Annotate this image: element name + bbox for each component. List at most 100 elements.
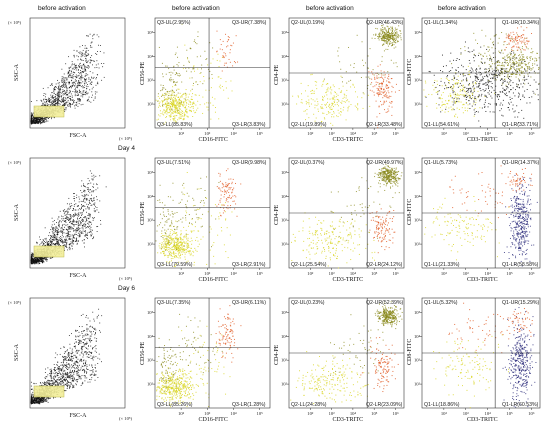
data-point (455, 72, 457, 74)
data-point (376, 77, 378, 79)
data-point (491, 73, 493, 75)
data-point (65, 245, 67, 247)
data-point (531, 96, 533, 98)
data-point (98, 44, 99, 46)
data-point (332, 104, 334, 106)
data-point (166, 109, 168, 111)
data-point (44, 256, 46, 258)
data-point (301, 102, 303, 104)
data-point (166, 113, 168, 115)
data-point (64, 82, 65, 84)
data-point (345, 97, 347, 99)
data-point (56, 227, 58, 229)
data-point (308, 103, 310, 105)
data-point (381, 60, 383, 62)
data-point (388, 28, 390, 30)
data-point (497, 60, 499, 62)
data-point (512, 104, 514, 106)
data-point (89, 203, 91, 204)
data-point (384, 35, 386, 37)
data-point (74, 224, 76, 225)
data-point (92, 197, 94, 199)
data-point (70, 97, 71, 99)
data-point (312, 99, 314, 101)
data-point (84, 68, 86, 70)
data-point (46, 258, 48, 260)
data-point (506, 81, 508, 83)
data-point (397, 41, 399, 43)
data-point (393, 32, 395, 34)
data-point (382, 31, 384, 33)
data-point (396, 31, 398, 33)
data-point (73, 209, 75, 211)
data-point (70, 99, 72, 101)
data-point (394, 33, 396, 35)
data-point (386, 111, 388, 113)
data-point (165, 105, 167, 107)
data-point (455, 69, 457, 71)
data-point (361, 97, 363, 99)
data-point (339, 91, 341, 93)
data-point (79, 84, 81, 86)
data-point (75, 77, 77, 79)
data-point (39, 239, 41, 241)
data-point (88, 35, 89, 37)
data-point (78, 64, 80, 66)
data-point (176, 112, 178, 114)
data-point (95, 175, 97, 177)
data-point (31, 118, 33, 119)
data-point (36, 118, 38, 119)
data-point (169, 100, 171, 102)
data-point (473, 109, 475, 111)
data-point (365, 76, 367, 78)
data-point (157, 100, 159, 102)
data-point (453, 77, 455, 79)
data-point (386, 84, 388, 86)
data-point (66, 238, 67, 240)
data-point (326, 103, 327, 105)
data-point (331, 102, 333, 104)
data-point (392, 37, 394, 39)
data-point (162, 93, 164, 95)
data-point (526, 102, 528, 104)
data-point (60, 236, 62, 238)
data-point (58, 103, 60, 105)
data-point (466, 96, 467, 98)
data-point (477, 76, 479, 78)
data-point (61, 96, 62, 98)
data-point (40, 122, 42, 124)
data-point (535, 58, 537, 60)
data-point (473, 90, 475, 92)
data-point (66, 89, 68, 91)
data-point (502, 82, 504, 84)
data-point (76, 50, 78, 52)
data-point (63, 73, 65, 75)
data-point (498, 94, 500, 96)
data-point (45, 239, 47, 241)
data-point (78, 94, 80, 96)
data-point (74, 93, 76, 95)
data-point (72, 67, 74, 69)
data-point (455, 93, 457, 95)
data-point (90, 235, 92, 237)
data-point (82, 87, 84, 89)
data-point (68, 97, 70, 99)
data-point (85, 58, 87, 60)
data-point (191, 98, 193, 100)
data-point (169, 103, 171, 105)
data-point (474, 113, 476, 115)
data-point (93, 237, 94, 239)
data-point (71, 79, 73, 81)
data-point (41, 122, 43, 123)
data-point (308, 117, 310, 119)
data-point (57, 101, 59, 103)
data-point (514, 89, 516, 91)
data-point (520, 35, 522, 37)
data-point (453, 59, 455, 61)
data-point (83, 199, 84, 201)
data-point (452, 87, 454, 89)
data-point (485, 84, 487, 86)
data-point (462, 88, 463, 90)
data-point (395, 35, 397, 37)
data-point (59, 86, 61, 88)
